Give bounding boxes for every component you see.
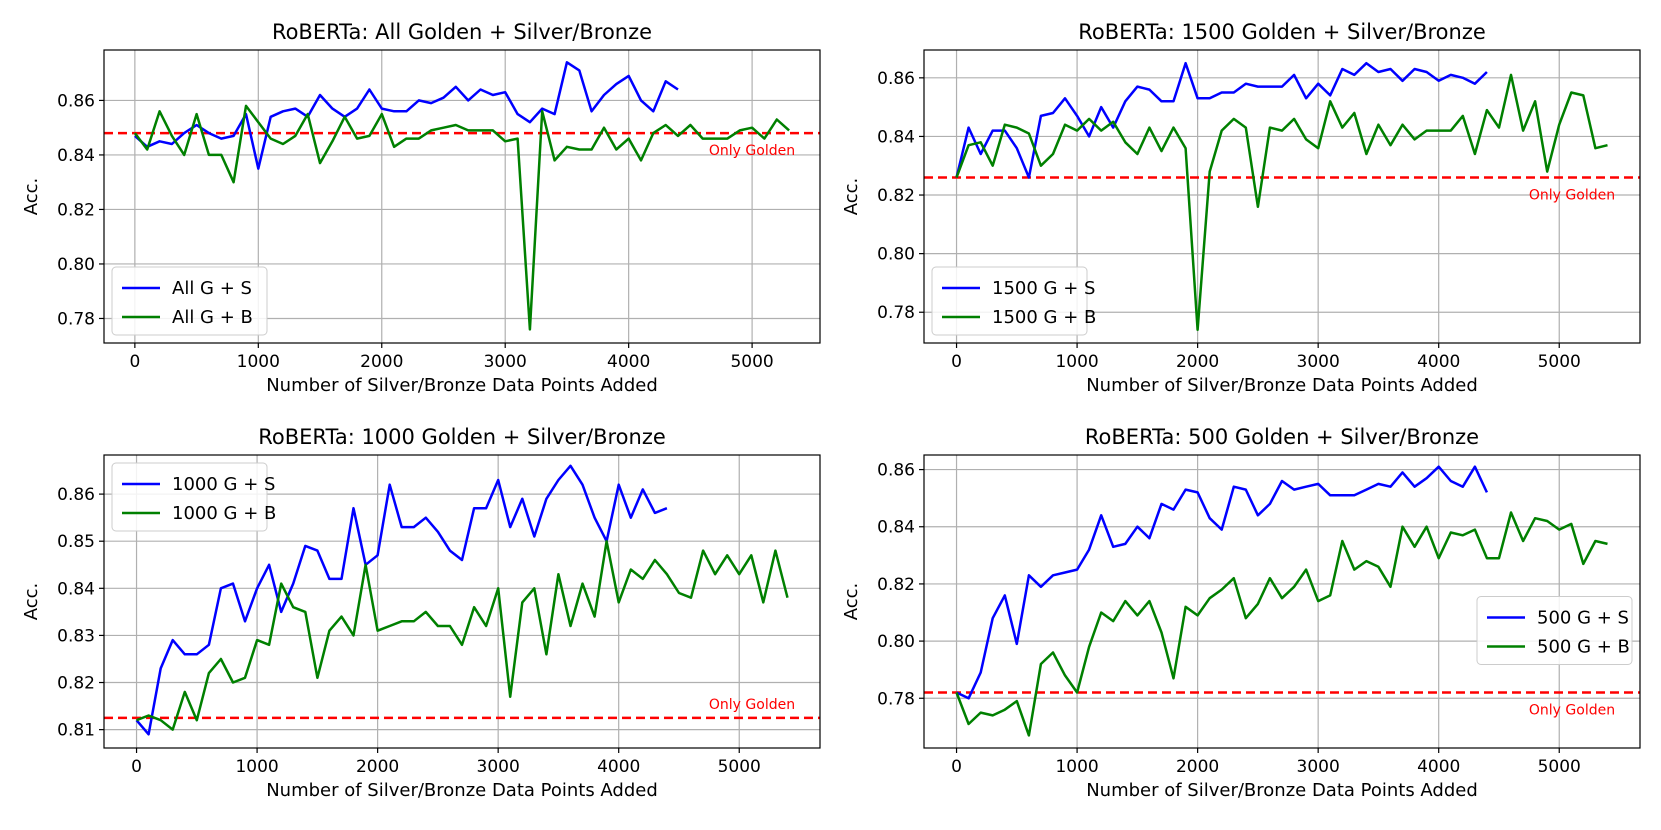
x-tick-label: 3000 xyxy=(484,352,527,372)
series-line-2 xyxy=(133,104,790,331)
series-line-2 xyxy=(955,511,1608,737)
x-tick-label: 1000 xyxy=(1055,352,1098,372)
y-tick-label: 0.85 xyxy=(57,532,95,552)
y-tick-label: 0.86 xyxy=(57,485,95,505)
y-tick-label: 0.84 xyxy=(57,146,95,166)
legend-entry-1: All G + S xyxy=(172,278,252,299)
series-line-2 xyxy=(955,73,1608,332)
plot-area xyxy=(104,61,820,331)
golden-label: Only Golden xyxy=(1529,187,1615,203)
x-tick-label: 4000 xyxy=(1417,757,1460,777)
legend-entry-2: 1500 G + B xyxy=(992,307,1096,328)
x-tick-label: 0 xyxy=(951,757,962,777)
y-axis-label: Acc. xyxy=(841,178,862,216)
chart-title: RoBERTa: 1500 Golden + Silver/Bronze xyxy=(1078,20,1486,44)
axes-frame xyxy=(923,49,1641,344)
legend: 1500 G + S 1500 G + B xyxy=(931,266,1096,336)
x-tick-label: 1000 xyxy=(235,757,278,777)
x-tick-label: 2000 xyxy=(1176,757,1219,777)
legend-entry-1: 1500 G + S xyxy=(992,278,1095,299)
legend-entry-1: 500 G + S xyxy=(1537,608,1629,629)
chart-panel-3: Only Golden 0 1000 2000 3000 4000 5000 0.81 0.82… xyxy=(21,425,821,801)
chart-title: RoBERTa: 500 Golden + Silver/Bronze xyxy=(1085,425,1479,449)
golden-label: Only Golden xyxy=(709,697,795,713)
x-tick-label: 0 xyxy=(951,352,962,372)
y-tick-label: 0.81 xyxy=(57,721,95,741)
y-tick-label: 0.83 xyxy=(57,626,95,646)
x-axis-label: Number of Silver/Bronze Data Points Adde… xyxy=(1086,375,1478,396)
legend: 500 G + S 500 G + B xyxy=(1476,596,1633,665)
chart-panel-2: Only Golden 0 1000 2000 3000 4000 5000 0.78 0.80… xyxy=(841,20,1641,396)
y-tick-label: 0.84 xyxy=(57,579,95,599)
x-tick-label: 5000 xyxy=(730,352,773,372)
x-tick-label: 3000 xyxy=(1297,352,1340,372)
x-tick-label: 1000 xyxy=(237,352,280,372)
x-tick-label: 0 xyxy=(129,352,140,372)
chart-panel-4: Only Golden 0 1000 2000 3000 4000 5000 0.78 0.80… xyxy=(841,425,1641,801)
x-tick-label: 3000 xyxy=(477,757,520,777)
x-axis-label: Number of Silver/Bronze Data Points Adde… xyxy=(266,780,658,801)
y-tick-label: 0.86 xyxy=(877,461,915,481)
plot-area xyxy=(924,465,1640,737)
y-tick-label: 0.78 xyxy=(57,309,95,329)
x-tick-label: 2000 xyxy=(1176,352,1219,372)
y-tick-label: 0.82 xyxy=(57,674,95,694)
x-tick-label: 4000 xyxy=(1417,352,1460,372)
x-axis-label: Number of Silver/Bronze Data Points Adde… xyxy=(266,375,658,396)
plot-area xyxy=(924,61,1640,332)
series-line-1 xyxy=(955,61,1488,179)
axes-frame xyxy=(103,454,821,749)
series-line-1 xyxy=(135,464,668,736)
legend-entry-2: 500 G + B xyxy=(1537,637,1630,658)
y-tick-label: 0.80 xyxy=(57,255,95,275)
x-tick-label: 4000 xyxy=(597,757,640,777)
legend-entry-1: 1000 G + S xyxy=(172,474,275,495)
golden-label: Only Golden xyxy=(1529,703,1615,719)
golden-label: Only Golden xyxy=(709,143,795,159)
x-tick-label: 5000 xyxy=(1538,352,1581,372)
y-tick-label: 0.82 xyxy=(877,575,915,595)
chart-panel-1: Only Golden 0 1000 2000 3000 4000 5000 0.78 0.80… xyxy=(21,20,821,396)
y-axis-label: Acc. xyxy=(841,583,862,621)
x-tick-label: 5000 xyxy=(1538,757,1581,777)
y-axis-label: Acc. xyxy=(21,583,42,621)
y-tick-label: 0.80 xyxy=(877,632,915,652)
chart-title: RoBERTa: All Golden + Silver/Bronze xyxy=(272,20,652,44)
x-tick-label: 0 xyxy=(131,757,142,777)
x-axis-label: Number of Silver/Bronze Data Points Adde… xyxy=(1086,780,1478,801)
x-tick-label: 2000 xyxy=(356,757,399,777)
y-tick-label: 0.82 xyxy=(57,200,95,220)
x-tick-label: 1000 xyxy=(1055,757,1098,777)
axes-frame xyxy=(103,49,821,344)
legend-entry-2: 1000 G + B xyxy=(172,503,276,524)
series-line-2 xyxy=(136,539,789,731)
y-tick-label: 0.82 xyxy=(877,186,915,206)
axes-frame xyxy=(923,454,1641,749)
legend: 1000 G + S 1000 G + B xyxy=(111,462,276,532)
plot-area xyxy=(104,464,820,736)
series-line-1 xyxy=(955,465,1489,700)
x-tick-label: 3000 xyxy=(1297,757,1340,777)
legend: All G + S All G + B xyxy=(111,266,268,336)
chart-title: RoBERTa: 1000 Golden + Silver/Bronze xyxy=(258,425,666,449)
y-tick-label: 0.80 xyxy=(877,245,915,265)
y-tick-label: 0.78 xyxy=(877,303,915,323)
x-tick-label: 2000 xyxy=(360,352,403,372)
y-axis-label: Acc. xyxy=(21,178,42,216)
x-tick-label: 4000 xyxy=(607,352,650,372)
y-tick-label: 0.78 xyxy=(877,689,915,709)
y-tick-label: 0.86 xyxy=(877,69,915,89)
y-tick-label: 0.84 xyxy=(877,127,915,147)
x-tick-label: 5000 xyxy=(718,757,761,777)
series-line-1 xyxy=(134,61,679,170)
legend-entry-2: All G + B xyxy=(172,307,253,328)
y-tick-label: 0.84 xyxy=(877,518,915,538)
y-tick-label: 0.86 xyxy=(57,91,95,111)
